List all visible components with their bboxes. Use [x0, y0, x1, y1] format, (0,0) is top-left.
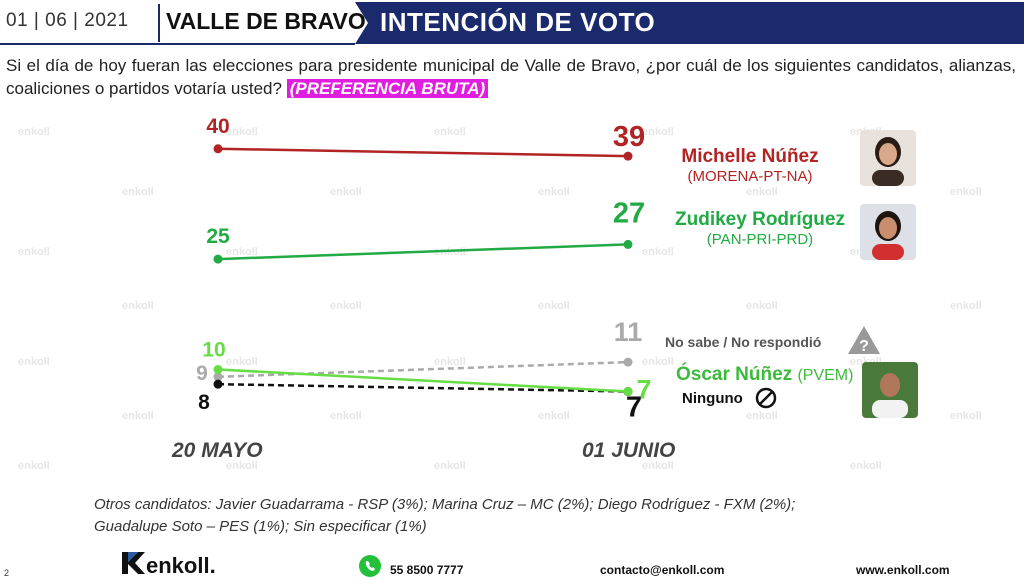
whatsapp-icon — [359, 555, 381, 577]
website-link[interactable]: www.enkoll.com — [856, 563, 950, 577]
watermark-text: enkoll — [950, 410, 982, 422]
legend-name: Óscar Núñez — [676, 364, 793, 385]
watermark-text: enkoll — [642, 356, 674, 368]
zudikey-photo — [860, 204, 916, 260]
watermark-text: enkoll — [746, 410, 778, 422]
watermark-text: enkoll — [538, 186, 570, 198]
series-line — [217, 243, 629, 261]
footer: 2 enkoll. 55 8500 7777 contacto@enkoll.c… — [0, 548, 1024, 580]
report-date: 01 | 06 | 2021 — [6, 10, 129, 31]
watermark-text: enkoll — [950, 186, 982, 198]
legend-michelle: Michelle Núñez (MORENA-PT-NA) — [660, 146, 840, 185]
phone-number: 55 8500 7777 — [390, 563, 464, 577]
data-label: 39 — [613, 121, 645, 153]
series-line — [217, 360, 629, 379]
legend-oscar: Óscar Núñez (PVEM) — [676, 364, 853, 386]
watermark-text: enkoll — [18, 356, 50, 368]
watermark-text: enkoll — [18, 126, 50, 138]
x-tick-label: 01 JUNIO — [582, 439, 676, 462]
data-label: 25 — [206, 225, 230, 248]
watermark-text: enkoll — [434, 356, 466, 368]
watermark-text: enkoll — [538, 410, 570, 422]
data-label: 9 — [196, 362, 208, 385]
page-title: INTENCIÓN DE VOTO — [380, 7, 656, 37]
legend-zudikey: Zudikey Rodríguez (PAN-PRI-PRD) — [660, 209, 860, 248]
svg-text:?: ? — [859, 338, 869, 355]
avatar-icon — [860, 130, 916, 186]
contact-email[interactable]: contacto@enkoll.com — [600, 563, 725, 577]
other-candidates-note: Otros candidatos: Javier Guadarrama - RS… — [94, 496, 796, 535]
data-label: 7 — [626, 392, 642, 424]
watermark-text: enkoll — [226, 356, 258, 368]
header-divider — [158, 4, 160, 42]
watermark-text: enkoll — [434, 460, 466, 472]
legend-party: (PVEM) — [797, 367, 854, 384]
series-line — [217, 147, 629, 158]
data-label: 11 — [614, 317, 643, 347]
legend-party: (PAN-PRI-PRD) — [706, 231, 814, 248]
data-point — [213, 372, 223, 382]
x-tick-label: 20 MAYO — [172, 439, 263, 462]
data-point — [623, 239, 633, 249]
watermark-text: enkoll — [122, 186, 154, 198]
place-title: VALLE DE BRAVO — [166, 8, 366, 34]
data-label: 8 — [198, 391, 210, 414]
nosabe-label: No sabe / No respondió — [665, 334, 822, 350]
header: 01 | 06 | 2021 VALLE DE BRAVO INTENCIÓN … — [0, 0, 1024, 46]
watermark-text: enkoll — [18, 460, 50, 472]
watermark-text: enkoll — [330, 300, 362, 312]
data-point — [213, 144, 223, 154]
data-point — [623, 151, 633, 161]
survey-question: Si el día de hoy fueran las elecciones p… — [6, 54, 1016, 100]
watermark-text: enkoll — [122, 410, 154, 422]
ninguno-label: Ninguno — [682, 390, 743, 407]
data-point — [623, 357, 633, 367]
legend-name: Zudikey Rodríguez — [675, 209, 845, 230]
watermark-text: enkoll — [746, 300, 778, 312]
watermark-text: enkoll — [850, 460, 882, 472]
watermark-text: enkoll — [18, 246, 50, 258]
watermark-text: enkoll — [538, 300, 570, 312]
avatar-icon — [862, 362, 918, 418]
data-point — [213, 254, 223, 264]
watermark-text: enkoll — [226, 460, 258, 472]
watermark-text: enkoll — [950, 300, 982, 312]
data-label: 10 — [202, 338, 225, 361]
header-bar — [0, 2, 1024, 45]
data-label: 27 — [613, 197, 645, 229]
watermark-text: enkoll — [642, 460, 674, 472]
data-point — [213, 379, 223, 389]
question-mark-icon: ? — [848, 326, 880, 355]
enkoll-logo-icon — [122, 552, 145, 574]
watermark-text: enkoll — [226, 246, 258, 258]
avatar-icon — [860, 204, 916, 260]
watermark-text: enkoll — [122, 300, 154, 312]
watermark-text: enkoll — [330, 410, 362, 422]
no-symbol-icon — [755, 387, 777, 409]
data-point — [213, 364, 223, 374]
legend-name: Michelle Núñez — [681, 146, 819, 167]
page-number: 2 — [4, 568, 10, 578]
legend-party: (MORENA-PT-NA) — [687, 168, 813, 185]
watermark-text: enkoll — [642, 126, 674, 138]
data-label: 40 — [206, 115, 229, 138]
watermark-text: enkoll — [642, 246, 674, 258]
question-text: Si el día de hoy fueran las elecciones p… — [6, 56, 1016, 98]
series-line — [217, 368, 629, 393]
data-label: 7 — [636, 375, 651, 405]
data-point — [623, 387, 633, 397]
watermark-text: enkoll — [746, 186, 778, 198]
oscar-photo — [862, 362, 918, 418]
preference-tag: (PREFERENCIA BRUTA) — [286, 79, 489, 98]
enkoll-logo-text: enkoll. — [146, 553, 216, 578]
watermark-text: enkoll — [226, 126, 258, 138]
watermark-text: enkoll — [330, 186, 362, 198]
series-line — [217, 382, 629, 393]
michelle-photo — [860, 130, 916, 186]
watermark-text: enkoll — [434, 126, 466, 138]
